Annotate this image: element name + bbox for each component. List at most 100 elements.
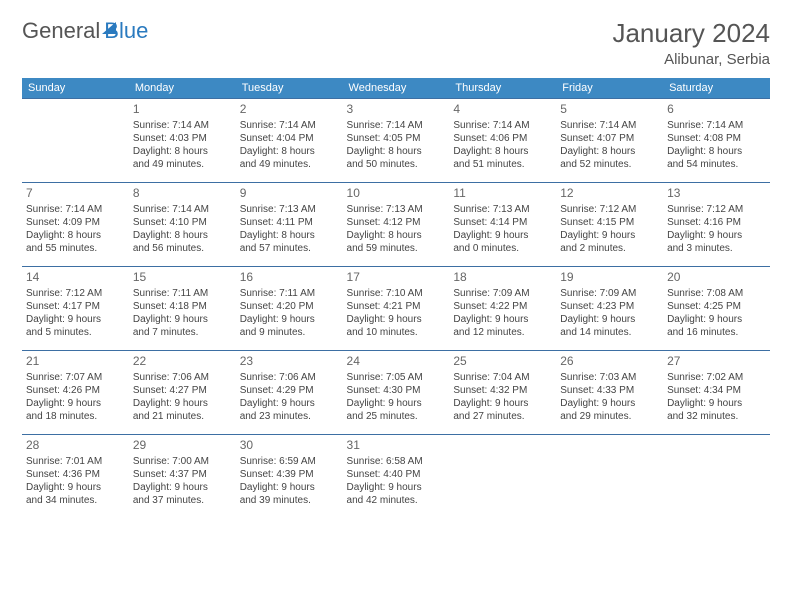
sunrise-text: Sunrise: 7:13 AM [347, 203, 446, 216]
sunset-text: Sunset: 4:30 PM [347, 384, 446, 397]
calendar-cell: 6Sunrise: 7:14 AMSunset: 4:08 PMDaylight… [663, 99, 770, 183]
daylight-text-1: Daylight: 9 hours [560, 313, 659, 326]
day-number: 5 [560, 102, 659, 118]
header: General Blue January 2024 Alibunar, Serb… [22, 18, 770, 68]
daylight-text-2: and 2 minutes. [560, 242, 659, 255]
day-number: 8 [133, 186, 232, 202]
daylight-text-2: and 27 minutes. [453, 410, 552, 423]
daylight-text-2: and 57 minutes. [240, 242, 339, 255]
daylight-text-1: Daylight: 8 hours [133, 145, 232, 158]
daylight-text-2: and 59 minutes. [347, 242, 446, 255]
daylight-text-2: and 14 minutes. [560, 326, 659, 339]
day-number: 22 [133, 354, 232, 370]
daylight-text-2: and 55 minutes. [26, 242, 125, 255]
location-label: Alibunar, Serbia [612, 51, 770, 68]
day-number: 3 [347, 102, 446, 118]
daylight-text-2: and 16 minutes. [667, 326, 766, 339]
sunset-text: Sunset: 4:36 PM [26, 468, 125, 481]
calendar-cell [22, 99, 129, 183]
sunset-text: Sunset: 4:17 PM [26, 300, 125, 313]
daylight-text-1: Daylight: 8 hours [240, 145, 339, 158]
daylight-text-2: and 39 minutes. [240, 494, 339, 507]
daylight-text-1: Daylight: 8 hours [347, 145, 446, 158]
sunrise-text: Sunrise: 7:13 AM [453, 203, 552, 216]
calendar-cell: 1Sunrise: 7:14 AMSunset: 4:03 PMDaylight… [129, 99, 236, 183]
daylight-text-2: and 32 minutes. [667, 410, 766, 423]
sunset-text: Sunset: 4:11 PM [240, 216, 339, 229]
sunrise-text: Sunrise: 7:14 AM [667, 119, 766, 132]
calendar-row: 21Sunrise: 7:07 AMSunset: 4:26 PMDayligh… [22, 351, 770, 435]
day-number: 20 [667, 270, 766, 286]
sunrise-text: Sunrise: 7:07 AM [26, 371, 125, 384]
calendar-cell: 29Sunrise: 7:00 AMSunset: 4:37 PMDayligh… [129, 435, 236, 519]
sunset-text: Sunset: 4:09 PM [26, 216, 125, 229]
sunset-text: Sunset: 4:33 PM [560, 384, 659, 397]
calendar-cell [663, 435, 770, 519]
calendar-cell: 21Sunrise: 7:07 AMSunset: 4:26 PMDayligh… [22, 351, 129, 435]
calendar-cell: 24Sunrise: 7:05 AMSunset: 4:30 PMDayligh… [343, 351, 450, 435]
calendar-cell: 27Sunrise: 7:02 AMSunset: 4:34 PMDayligh… [663, 351, 770, 435]
sunset-text: Sunset: 4:08 PM [667, 132, 766, 145]
sunrise-text: Sunrise: 7:14 AM [133, 119, 232, 132]
daylight-text-2: and 21 minutes. [133, 410, 232, 423]
day-number: 14 [26, 270, 125, 286]
daylight-text-1: Daylight: 9 hours [347, 397, 446, 410]
sunset-text: Sunset: 4:37 PM [133, 468, 232, 481]
day-number: 9 [240, 186, 339, 202]
daylight-text-1: Daylight: 9 hours [26, 397, 125, 410]
calendar-cell: 11Sunrise: 7:13 AMSunset: 4:14 PMDayligh… [449, 183, 556, 267]
weekday-header: Sunday [22, 78, 129, 99]
day-number: 24 [347, 354, 446, 370]
daylight-text-1: Daylight: 9 hours [347, 481, 446, 494]
sunset-text: Sunset: 4:25 PM [667, 300, 766, 313]
sunset-text: Sunset: 4:20 PM [240, 300, 339, 313]
sunrise-text: Sunrise: 7:14 AM [26, 203, 125, 216]
sunset-text: Sunset: 4:07 PM [560, 132, 659, 145]
calendar-cell: 28Sunrise: 7:01 AMSunset: 4:36 PMDayligh… [22, 435, 129, 519]
calendar-cell: 15Sunrise: 7:11 AMSunset: 4:18 PMDayligh… [129, 267, 236, 351]
day-number: 29 [133, 438, 232, 454]
daylight-text-1: Daylight: 8 hours [133, 229, 232, 242]
sunset-text: Sunset: 4:21 PM [347, 300, 446, 313]
calendar-cell: 22Sunrise: 7:06 AMSunset: 4:27 PMDayligh… [129, 351, 236, 435]
daylight-text-2: and 23 minutes. [240, 410, 339, 423]
calendar-cell: 3Sunrise: 7:14 AMSunset: 4:05 PMDaylight… [343, 99, 450, 183]
sunset-text: Sunset: 4:27 PM [133, 384, 232, 397]
page-title: January 2024 [612, 18, 770, 49]
calendar-row: 28Sunrise: 7:01 AMSunset: 4:36 PM Dayligh… [22, 435, 770, 519]
logo: General Blue [22, 18, 148, 44]
daylight-text-2: and 34 minutes. [26, 494, 125, 507]
day-number: 18 [453, 270, 552, 286]
calendar-cell: 8Sunrise: 7:14 AMSunset: 4:10 PMDaylight… [129, 183, 236, 267]
day-number: 1 [133, 102, 232, 118]
calendar-cell: 4Sunrise: 7:14 AMSunset: 4:06 PMDaylight… [449, 99, 556, 183]
daylight-text-1: Daylight: 8 hours [453, 145, 552, 158]
day-number: 19 [560, 270, 659, 286]
calendar-cell: 9Sunrise: 7:13 AMSunset: 4:11 PMDaylight… [236, 183, 343, 267]
day-number: 23 [240, 354, 339, 370]
sunset-text: Sunset: 4:05 PM [347, 132, 446, 145]
sunset-text: Sunset: 4:04 PM [240, 132, 339, 145]
sunrise-text: Sunrise: 7:00 AM [133, 455, 232, 468]
daylight-text-2: and 56 minutes. [133, 242, 232, 255]
daylight-text-1: Daylight: 9 hours [560, 397, 659, 410]
day-number: 13 [667, 186, 766, 202]
sunrise-text: Sunrise: 7:08 AM [667, 287, 766, 300]
calendar-cell: 12Sunrise: 7:12 AMSunset: 4:15 PMDayligh… [556, 183, 663, 267]
sunrise-text: Sunrise: 7:14 AM [453, 119, 552, 132]
calendar-row: 7Sunrise: 7:14 AMSunset: 4:09 PMDaylight… [22, 183, 770, 267]
calendar-cell: 31Sunrise: 6:58 AMSunset: 4:40 PMDayligh… [343, 435, 450, 519]
daylight-text-1: Daylight: 8 hours [240, 229, 339, 242]
sunrise-text: Sunrise: 7:03 AM [560, 371, 659, 384]
logo-text-1: General [22, 18, 100, 44]
sunset-text: Sunset: 4:14 PM [453, 216, 552, 229]
sunrise-text: Sunrise: 7:06 AM [133, 371, 232, 384]
calendar-cell: 14Sunrise: 7:12 AMSunset: 4:17 PMDayligh… [22, 267, 129, 351]
sunrise-text: Sunrise: 7:01 AM [26, 455, 125, 468]
daylight-text-2: and 10 minutes. [347, 326, 446, 339]
daylight-text-2: and 0 minutes. [453, 242, 552, 255]
calendar-cell: 26Sunrise: 7:03 AMSunset: 4:33 PMDayligh… [556, 351, 663, 435]
sunrise-text: Sunrise: 7:11 AM [133, 287, 232, 300]
day-number: 28 [26, 438, 125, 454]
daylight-text-2: and 29 minutes. [560, 410, 659, 423]
